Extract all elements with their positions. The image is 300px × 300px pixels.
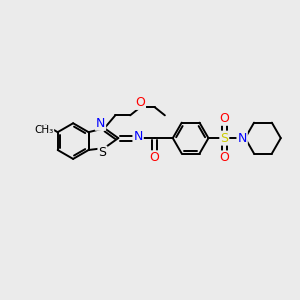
Text: O: O (135, 96, 145, 109)
Text: CH₃: CH₃ (34, 125, 53, 135)
Text: O: O (219, 152, 229, 164)
Text: N: N (134, 130, 143, 142)
Text: N: N (238, 132, 247, 145)
Text: S: S (98, 146, 106, 160)
Text: S: S (220, 132, 228, 145)
Text: N: N (96, 117, 105, 130)
Text: O: O (149, 152, 159, 164)
Text: O: O (219, 112, 229, 125)
